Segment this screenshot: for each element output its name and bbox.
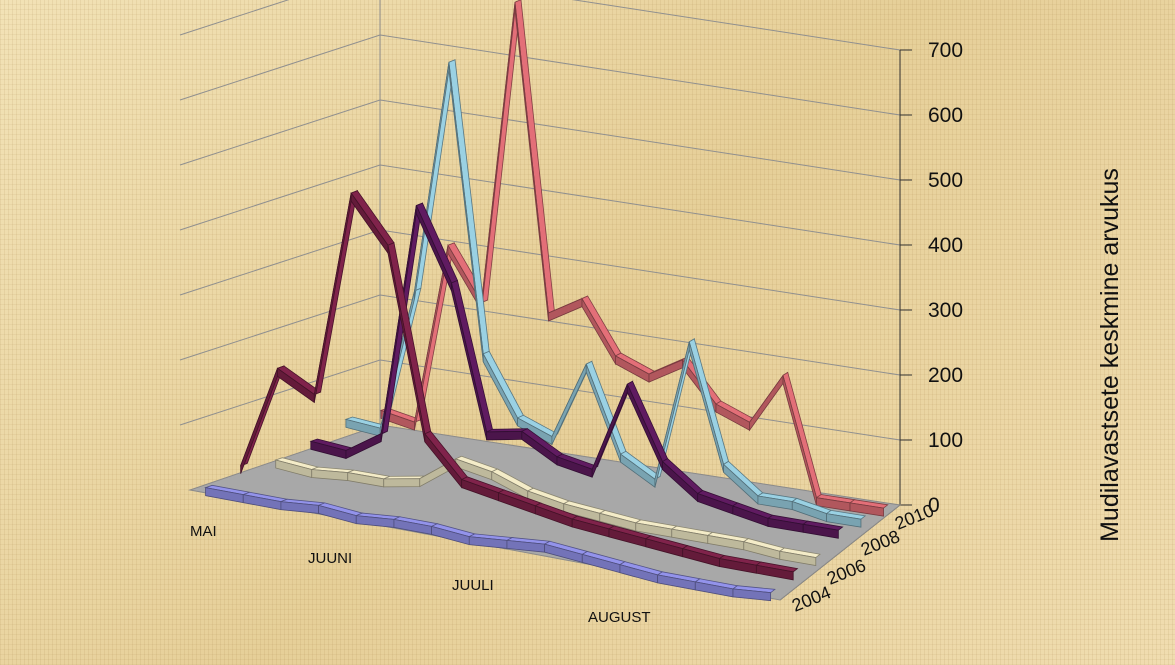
ribbon-front-face	[755, 564, 794, 581]
series-ribbon	[239, 189, 799, 581]
ribbon-front-face	[383, 478, 421, 488]
ribbon-top-face	[782, 371, 822, 499]
ribbon-top-face	[482, 350, 524, 419]
ribbon-front-face	[514, 2, 549, 322]
series-ribbon	[379, 0, 889, 517]
y-axis-title: Mudilavastsete keskmine arvukus	[1096, 168, 1124, 542]
ribbon-top-face	[448, 59, 490, 355]
category-label: AUGUST	[588, 609, 651, 626]
y-tick-label: 600	[928, 104, 963, 127]
y-tick-label: 500	[928, 169, 963, 192]
y-axis-ticks: 0 100 200 300 400 500 600 700	[928, 39, 963, 517]
y-tick-label: 300	[928, 299, 963, 322]
ribbon-front-face	[581, 297, 616, 366]
category-label: MAI	[190, 523, 217, 540]
ribbon-front-face	[732, 588, 772, 602]
series-ribbon	[309, 202, 844, 539]
y-tick-label: 0	[928, 494, 940, 517]
ribbon-front-face	[779, 550, 817, 567]
ribbon-front-face	[849, 502, 884, 517]
x-axis-categories: MAI JUUNI JUULI AUGUST	[190, 523, 651, 626]
ribbon-front-face	[350, 191, 389, 255]
ribbon-front-face	[240, 368, 278, 474]
ribbon-front-face	[551, 363, 587, 445]
ribbon-top-face	[626, 380, 669, 463]
ribbon-front-face	[486, 430, 523, 441]
category-label: JUULI	[452, 577, 494, 594]
y-tick-label: 400	[928, 234, 963, 257]
ribbon-front-face	[802, 523, 839, 539]
gridline	[179, 294, 901, 376]
gridline	[179, 0, 901, 51]
gridline	[179, 99, 901, 181]
ribbon-front-face	[481, 2, 516, 311]
ribbon-front-face	[782, 375, 817, 506]
category-label: JUUNI	[308, 550, 352, 567]
y-tick-label: 700	[928, 39, 963, 62]
ribbon-front-face	[826, 513, 862, 528]
ribbon-top-face	[581, 295, 622, 357]
gridline	[179, 34, 901, 116]
series-ribbon	[204, 484, 776, 602]
y-tick-label: 100	[928, 429, 963, 452]
ribbon-front-face	[749, 374, 784, 432]
ribbons-layer	[204, 0, 889, 602]
ribbon-top-face	[514, 0, 555, 314]
series-ribbon	[274, 455, 821, 567]
y-tick-label: 200	[928, 364, 963, 387]
